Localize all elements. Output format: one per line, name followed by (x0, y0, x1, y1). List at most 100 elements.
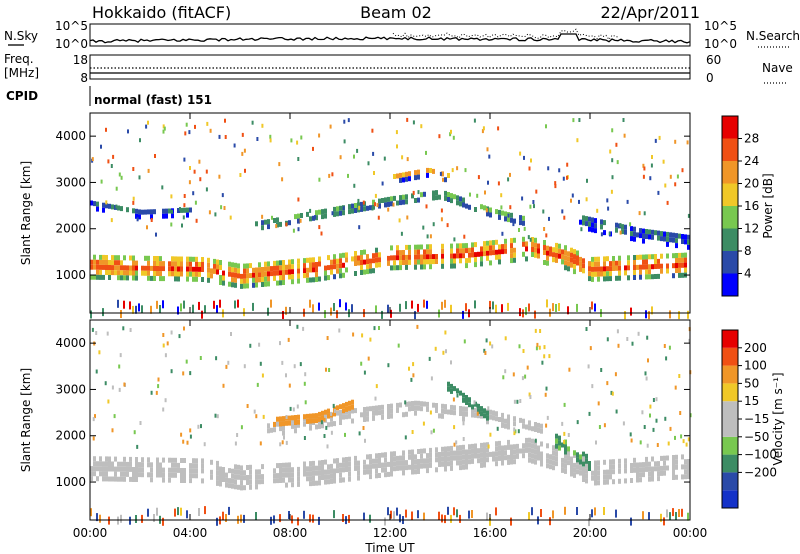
power-cell-486 (543, 240, 546, 245)
velocity-cell-64 (141, 457, 144, 463)
velocity-cell-59 (135, 472, 138, 477)
power-cell-1096 (484, 206, 487, 211)
power-cell-803 (150, 214, 153, 220)
power-cell-257 (306, 257, 309, 263)
power-cell-1128 (138, 175, 141, 180)
velocity-cell-838 (321, 410, 324, 416)
velocity-cell-971 (528, 512, 530, 521)
power-cell-993 (543, 227, 546, 231)
power-cell-241 (288, 269, 291, 275)
power-cell-351 (402, 250, 405, 255)
power-cell-1004 (500, 205, 503, 210)
velocity-cell-468 (510, 459, 513, 465)
velocity-cell-72 (150, 467, 153, 473)
power-cell-1160 (147, 120, 149, 125)
power-cell-209 (264, 271, 267, 277)
velocity-cell-825 (297, 414, 300, 420)
velocity-cell-969 (495, 507, 497, 516)
velocity-cell-798 (513, 421, 516, 427)
velocity-cell-27 (111, 461, 114, 467)
velocity-cell-899 (588, 461, 591, 466)
power-cell-301 (345, 257, 348, 263)
velocity-cell-269 (345, 457, 348, 462)
power-cell-119 (189, 256, 192, 262)
velocity-cell-491 (531, 453, 534, 459)
power-cell-567 (609, 271, 612, 277)
power-cell-1227 (611, 158, 614, 163)
velocity-cell-1037 (200, 424, 202, 429)
velocity-cell-1116 (649, 413, 651, 418)
power-cell-1111 (107, 159, 110, 164)
power-cell-157 (222, 275, 225, 281)
velocity-cell-501 (540, 441, 543, 447)
power-cell-102 (174, 266, 177, 272)
power-cell-680 (348, 204, 351, 210)
power-cell-197 (255, 277, 258, 283)
velocity-cell-272 (348, 456, 351, 462)
power-cell-773 (417, 174, 420, 180)
velocity-cell-1211 (426, 402, 429, 407)
velocity-cell-463 (507, 454, 510, 460)
velocity-cell-1066 (665, 356, 668, 361)
power-cell-815 (186, 207, 189, 213)
nsky-trace (89, 33, 691, 44)
velocity-cell-304 (378, 463, 381, 468)
velocity-cell-742 (414, 410, 417, 416)
velocity-cell-293 (369, 469, 372, 475)
power-cell-767 (405, 176, 408, 182)
velocity-cell-161 (240, 480, 243, 486)
velocity-cell-141 (225, 482, 228, 488)
velocity-cell-642 (675, 474, 678, 480)
power-cell-1041 (619, 223, 622, 228)
velocity-cell-1249 (404, 435, 407, 440)
velocity-cell-888 (564, 449, 567, 455)
velocity-cell-638 (672, 475, 675, 480)
power-cell-863 (657, 230, 660, 236)
power-cell-755 (513, 218, 516, 224)
power-cell-393 (441, 248, 444, 254)
power-cell-1003 (314, 215, 316, 220)
velocity-cell-698 (342, 414, 345, 420)
power-cell-530 (579, 256, 582, 262)
power-cell-327 (372, 268, 375, 274)
power-cell-1011 (100, 179, 103, 184)
velocity-cell-701 (348, 408, 351, 414)
power-cell-145 (210, 273, 213, 279)
power-cell-185 (246, 268, 249, 274)
velocity-cell-535 (570, 471, 573, 477)
power-cell-882 (684, 234, 687, 240)
velocity-cell-637 (672, 470, 675, 475)
velocity-cell-372 (435, 467, 438, 473)
power-cell-316 (363, 259, 366, 265)
power-cell-142 (207, 272, 210, 278)
velocity-cell-986 (648, 512, 650, 521)
velocity-cell-508 (546, 463, 549, 469)
velocity-cell-60 (135, 477, 138, 482)
velocity-cell-753 (438, 413, 441, 419)
power-cell-1211 (686, 140, 689, 145)
power-cell-80 (153, 276, 156, 281)
velocity-cell-20 (105, 466, 108, 472)
power-colorbar-tick-label-2: 12 (744, 222, 759, 236)
power-cell-297 (342, 252, 345, 258)
power-cell-160 (228, 266, 231, 272)
power-cell-575 (618, 255, 621, 261)
power-cell-460 (510, 238, 513, 244)
velocity-cell-745 (420, 401, 423, 407)
power-cell-658 (294, 214, 297, 220)
power-cell-570 (612, 261, 615, 266)
power-cell-804 (153, 209, 156, 215)
velocity-cell-22 (105, 476, 108, 482)
power-cell-559 (603, 271, 606, 277)
power-cell-43 (120, 270, 123, 276)
velocity-cell-1225 (539, 329, 542, 333)
power-cell-1045 (100, 144, 102, 149)
power-cell-129 (195, 266, 198, 272)
power-cell-92 (162, 276, 165, 282)
power-cell-893 (132, 305, 134, 314)
power-y-tick-label-0: 1000 (55, 268, 86, 282)
velocity-cell-1071 (107, 399, 110, 404)
velocity-cell-987 (660, 513, 662, 522)
